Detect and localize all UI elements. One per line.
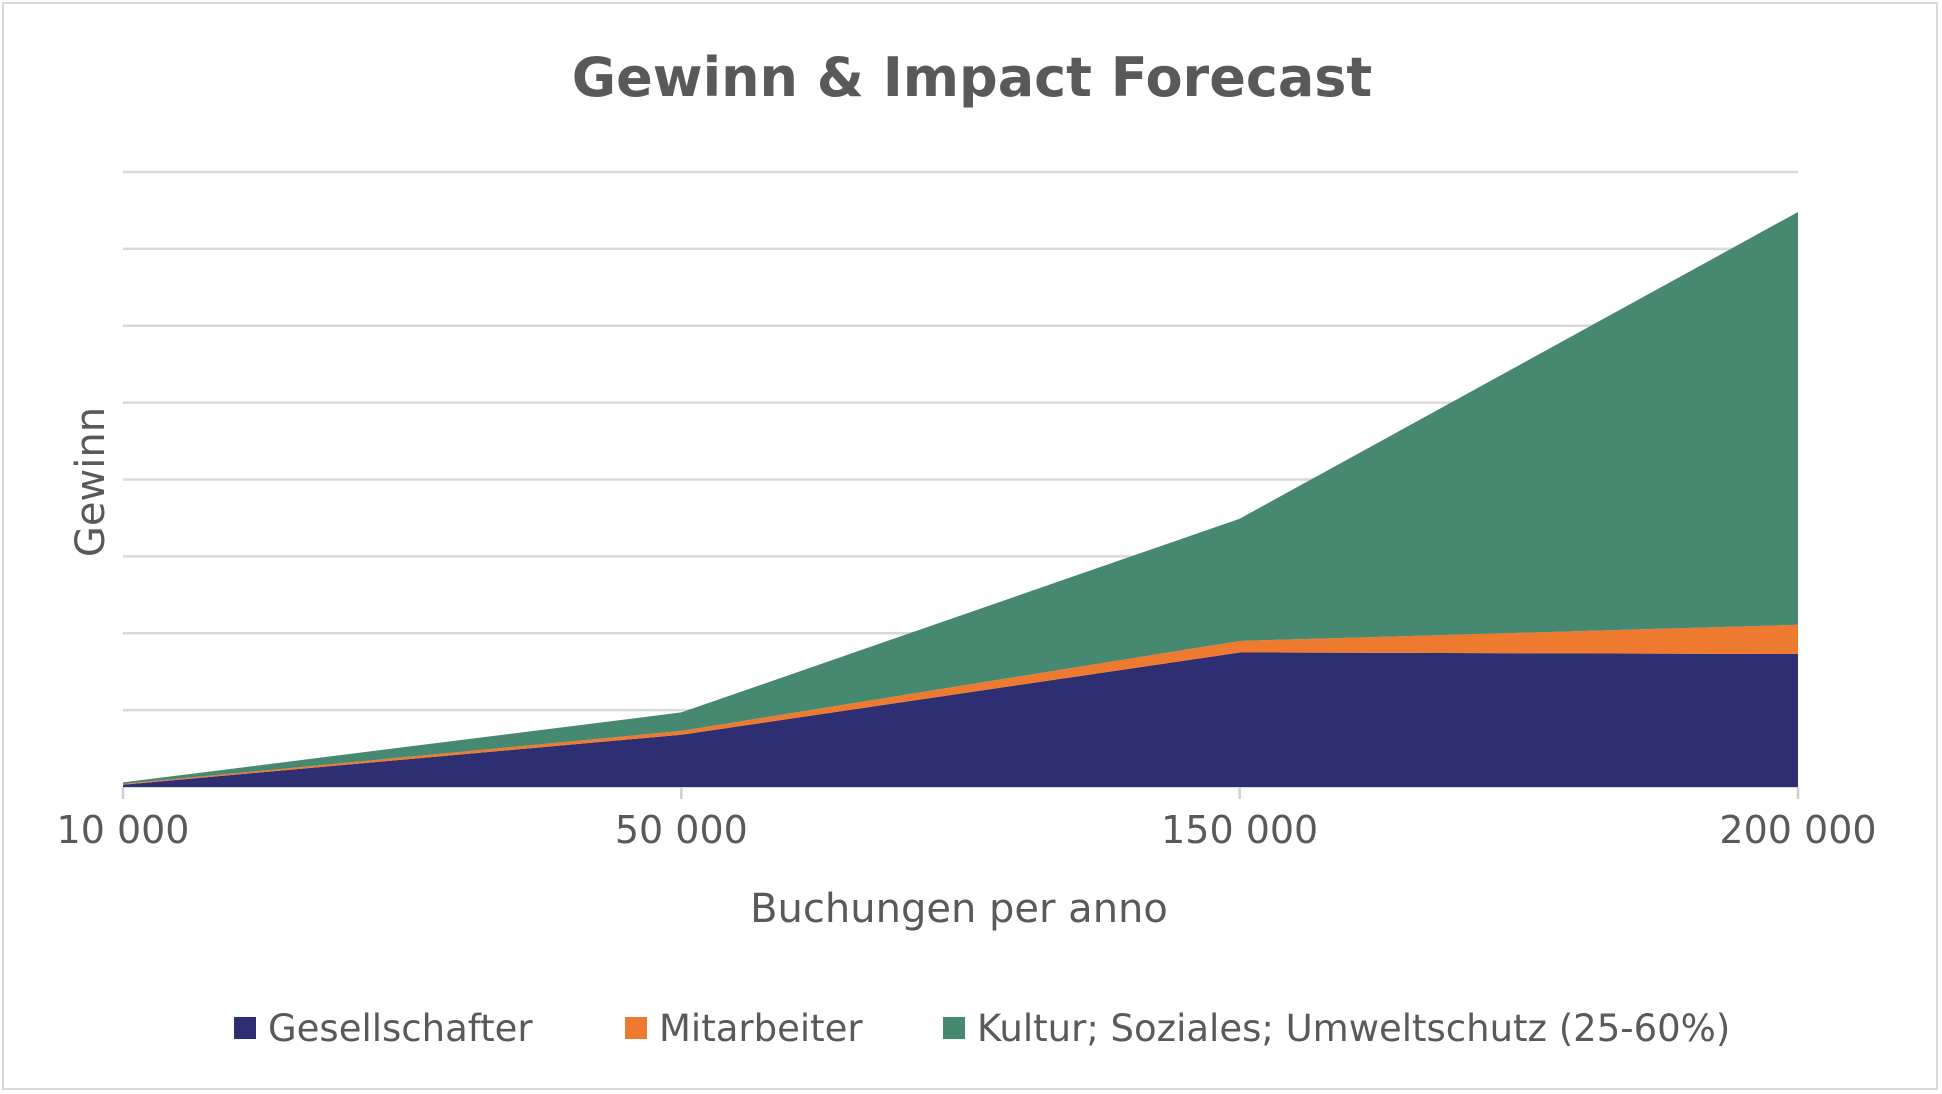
x-axis-title: Buchungen per anno [750,886,1168,932]
legend: Gesellschafter Mitarbeiter Kultur; Soziale… [234,1007,1730,1050]
legend-label: Gesellschafter [268,1007,533,1050]
legend-swatch [943,1017,965,1039]
area-series-mitarbeiter [123,624,1798,785]
legend-item: Kultur; Soziales; Umweltschutz (25-60%) [943,1007,1730,1050]
area-series-gesellschafter [123,652,1798,787]
y-axis-title: Gewinn [68,407,114,557]
legend-item: Mitarbeiter [625,1007,863,1050]
x-tick-label: 200 000 [1719,808,1876,852]
gridlines [123,170,1798,789]
x-tick-label: 50 000 [615,808,748,852]
legend-swatch [234,1017,256,1039]
legend-item: Gesellschafter [234,1007,533,1050]
chart-canvas: Gewinn & Impact Forecast 10 000 50 000 150… [57,46,1877,1050]
legend-swatch [625,1017,647,1039]
x-tick-label: 10 000 [57,808,190,852]
legend-label: Kultur; Soziales; Umweltschutz (25-60%) [977,1007,1730,1050]
area-series-kultur-soziales-umweltschutz-25-60 [123,211,1798,784]
x-tick-label: 150 000 [1161,808,1318,852]
x-axis-ticks: 10 000 50 000 150 000 200 000 [57,787,1877,852]
area-series-group [123,211,1798,787]
legend-label: Mitarbeiter [659,1007,863,1050]
chart-title: Gewinn & Impact Forecast [572,46,1372,109]
